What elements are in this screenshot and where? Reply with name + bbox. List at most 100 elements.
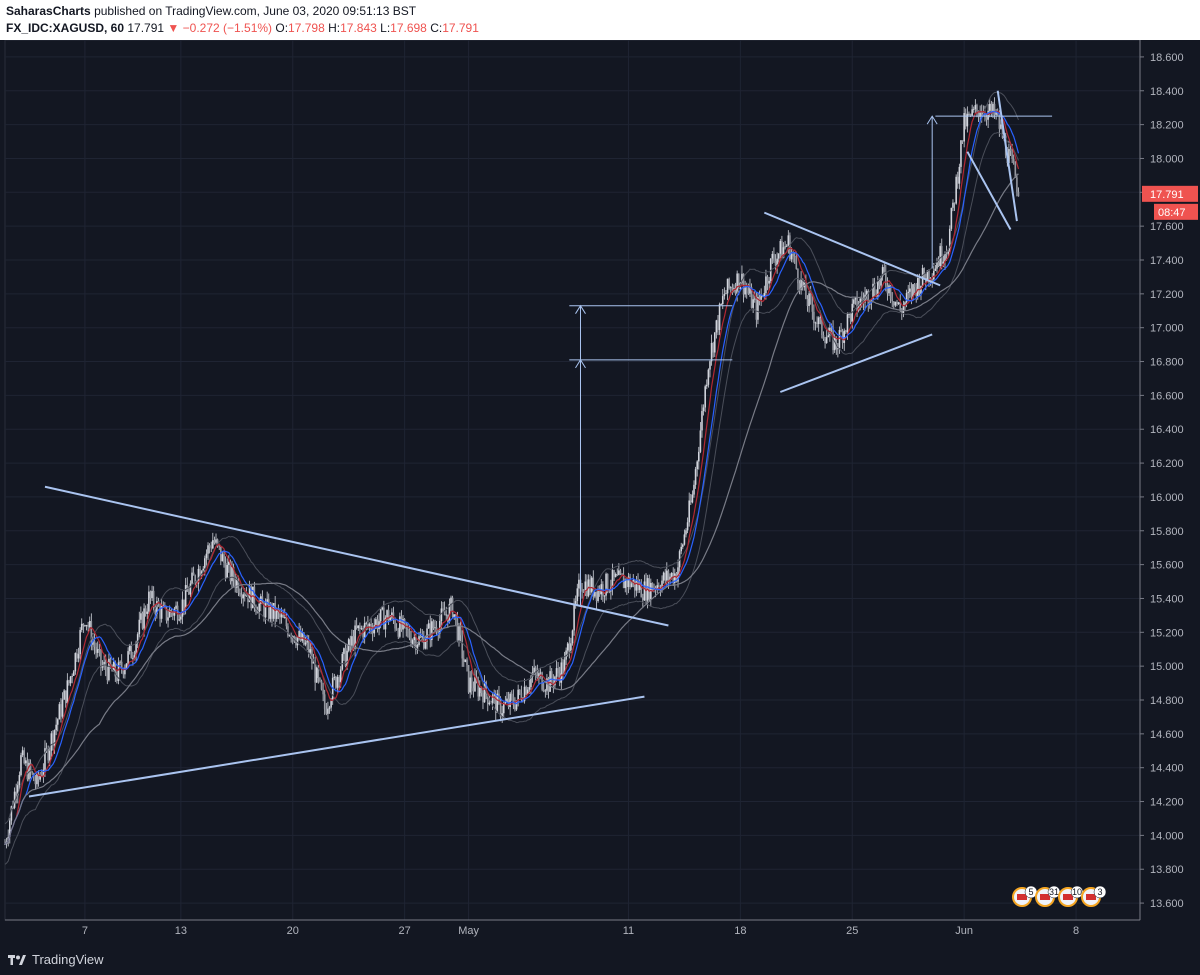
candle-body (966, 114, 969, 127)
candle-body (474, 676, 476, 692)
candle-body (335, 676, 337, 688)
time-axis[interactable]: 7 13 20 27 May 11 18 25 Jun 8 (5, 919, 1140, 937)
countdown-tag (1154, 203, 1198, 220)
candle-body (634, 580, 636, 591)
candle-body (392, 612, 395, 620)
countdown-tag-text: 08:47 (1158, 207, 1186, 219)
candle-body (314, 662, 316, 683)
candle-body (339, 669, 342, 683)
candle-body (349, 639, 352, 646)
candle-body (1011, 150, 1013, 159)
candle-body (119, 661, 121, 663)
event-flags[interactable]: 5 31 10 3 (1012, 885, 1107, 907)
candle-body (93, 640, 96, 647)
candle-body (542, 689, 545, 692)
candle-body (809, 293, 812, 299)
trendline[interactable] (966, 151, 1012, 231)
candle-body (235, 579, 238, 588)
price-tick-label: 17.000 (1150, 323, 1184, 335)
candle-body (509, 693, 511, 707)
candle-body (515, 700, 518, 710)
candle-body (427, 623, 430, 629)
candle-body (936, 262, 938, 269)
tradingview-brand[interactable]: TradingView (8, 952, 104, 967)
candle-body (987, 110, 989, 120)
candle-body (311, 649, 313, 664)
candle-body (699, 430, 702, 452)
candle-body (21, 750, 24, 756)
candle-body (648, 578, 651, 600)
event-flag[interactable]: 10 (1058, 885, 1084, 907)
candle-body (494, 694, 497, 713)
price-tick-label: 18.400 (1150, 86, 1184, 98)
candle-body (493, 694, 495, 696)
candle-body (517, 689, 519, 701)
price-axis[interactable]: 18.60018.40018.20018.00017.80017.60017.4… (1139, 40, 1198, 920)
candle-body (630, 583, 633, 587)
candle-body (1012, 158, 1015, 164)
candle-body (581, 588, 583, 592)
candle-body (856, 297, 858, 311)
candle-body (747, 290, 750, 294)
candle-body (742, 273, 745, 295)
candle-body (792, 253, 794, 257)
candle-body (168, 610, 171, 618)
symbol-label[interactable]: FX_IDC:XAGUSD, 60 (6, 21, 125, 35)
candle-body (814, 322, 817, 324)
candle-body (952, 202, 954, 208)
candle-body (371, 629, 374, 634)
candle-body (15, 791, 17, 796)
candle-body (888, 285, 890, 294)
candle-body (499, 698, 502, 717)
candle-body (956, 176, 959, 184)
candle-body (256, 610, 259, 614)
trendline[interactable] (779, 333, 933, 393)
trendline[interactable] (28, 695, 645, 798)
price-chart[interactable]: 18.60018.40018.20018.00017.80017.60017.4… (0, 40, 1200, 945)
candle-body (995, 111, 997, 115)
trendline[interactable] (996, 90, 1018, 222)
candle-body (272, 603, 275, 619)
candle-body (566, 643, 569, 651)
candle-body (234, 580, 236, 588)
event-flag[interactable]: 3 (1081, 885, 1107, 907)
ohlc-line: FX_IDC:XAGUSD, 60 17.791 ▼ −0.272 (−1.51… (6, 21, 479, 35)
candle-body (926, 270, 929, 283)
candle-body (295, 641, 297, 646)
candle-body (194, 575, 197, 583)
candle-body (85, 625, 88, 626)
candle-body (693, 484, 695, 495)
candle-body (159, 606, 161, 619)
candle-body (555, 668, 558, 677)
candle-body (387, 610, 390, 621)
candle-body (151, 590, 153, 599)
candle-body (146, 611, 149, 614)
candle-body (455, 614, 457, 618)
candle-body (643, 581, 646, 601)
trendline[interactable] (763, 211, 941, 287)
candle-body (773, 253, 775, 261)
candle-body (718, 304, 721, 330)
candle-body (686, 522, 689, 531)
candle-body (905, 293, 908, 303)
candle-body (715, 320, 718, 333)
candle-body (912, 284, 914, 298)
candle-body (779, 240, 782, 254)
candle-body (352, 636, 355, 649)
candle-body (972, 109, 975, 110)
candle-body (883, 267, 886, 272)
candle-body (389, 617, 392, 621)
candle-body (755, 298, 758, 320)
candle-body (683, 534, 686, 545)
candle-body (367, 622, 369, 627)
price-tick-label: 15.800 (1150, 526, 1184, 538)
candle-body (63, 690, 65, 700)
trendline[interactable] (44, 485, 669, 627)
candle-body (299, 631, 302, 641)
candle-body (843, 330, 846, 343)
candle-body (825, 337, 828, 344)
candle-body (670, 572, 673, 577)
event-flag[interactable]: 31 (1035, 885, 1061, 907)
author-name[interactable]: SaharasCharts (6, 4, 91, 18)
candle-body (953, 202, 956, 204)
